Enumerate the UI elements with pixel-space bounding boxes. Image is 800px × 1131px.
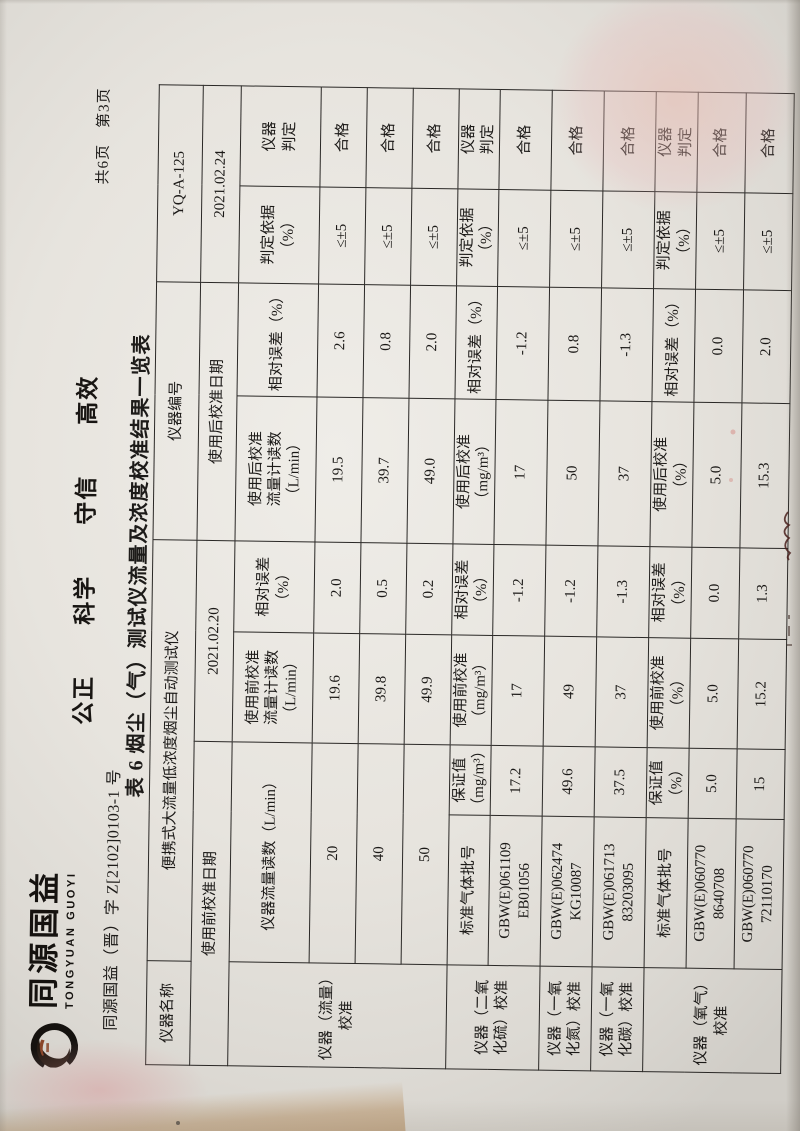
section-label-so2: 仪器（二氧 化硫）校准: [445, 964, 541, 1071]
instrument-no-value: YQ-A-125: [156, 84, 204, 283]
o2-batch: GBW(E)060770 72110170: [733, 818, 784, 970]
flow-err2: 2.0: [408, 285, 457, 399]
o2-header-batch: 标准气体批号: [644, 817, 688, 969]
o2-err2: 0.0: [693, 289, 744, 403]
flow-judge: 合格: [411, 88, 460, 189]
gas-guarantee: 17.2: [490, 745, 544, 817]
flow-err1: 2.0: [313, 541, 361, 634]
o2-post: 15.3: [739, 402, 790, 549]
flow-reading: 40: [355, 743, 405, 965]
flow-header-pre: 使用前校准 流量计读数 （L/min）: [232, 631, 314, 743]
instrument-no-label: 仪器编号: [152, 281, 201, 541]
gas-post: 17: [494, 399, 549, 546]
gas-header-err2: 相对误差（%）: [454, 285, 498, 400]
o2-err1: 1.3: [738, 547, 788, 640]
flow-basis: ≤±5: [318, 186, 366, 285]
flow-pre: 49.9: [404, 634, 452, 745]
pre-date-label: 使用前校准日期: [189, 741, 233, 1066]
top-edge-shadow: [0, 0, 800, 4]
flow-err1: 0.5: [359, 542, 407, 635]
flow-err2: 0.8: [362, 284, 411, 399]
flow-err2: 2.6: [316, 283, 365, 398]
gas-err2: -1.3: [600, 287, 654, 402]
gas-batch: GBW(E)062474 KG10087: [540, 816, 595, 967]
o2-guarantee: 15: [735, 748, 785, 820]
gas-header-post: 使用后校准 （mg/m³）: [452, 398, 497, 545]
gas-err2: 0.8: [548, 287, 602, 401]
gas-header-guarantee: 保证值 （mg/m³）: [449, 744, 492, 816]
gas-header-batch: 标准气体批号: [447, 814, 491, 966]
o2-header-err1: 相对误差 （%）: [649, 546, 692, 639]
gas-post: 50: [546, 400, 601, 546]
flow-post: 19.5: [314, 396, 363, 543]
flow-basis: ≤±5: [364, 187, 412, 286]
o2-header-guarantee: 保证值 （%）: [646, 747, 689, 819]
gas-header-err1: 相对误差 （%）: [451, 543, 495, 636]
ring-leaf-logo-icon: [27, 1019, 87, 1074]
flow-header-reading: 仪器流量读数（L/min）: [229, 741, 313, 963]
flow-basis: ≤±5: [410, 188, 458, 286]
o2-err2: 2.0: [741, 289, 792, 404]
o2-header-post: 使用后校准 （%）: [650, 401, 694, 548]
flow-judge: 合格: [365, 87, 414, 189]
gas-header-basis: 判定依据 （%）: [456, 188, 500, 287]
flow-header-err2: 相对误差（%）: [236, 282, 319, 397]
section-label-no: 仪器（一氧 化氮）校准: [538, 966, 593, 1071]
gas-pre: 49: [543, 636, 598, 747]
o2-header-err2: 相对误差（%）: [652, 288, 696, 403]
gas-header-pre: 使用前校准 （mg/m³）: [450, 634, 494, 746]
left-edge-shadow: [0, 0, 7, 1131]
flow-pre: 39.8: [358, 633, 406, 745]
gas-err1: -1.3: [597, 545, 651, 638]
section-label-co: 仪器（一氧 化碳）校准: [590, 966, 645, 1072]
scan-blush-top-right: [510, 0, 800, 250]
flow-header-err1: 相对误差 （%）: [233, 540, 315, 633]
bottom-shadow: [0, 1100, 800, 1131]
flow-post: 39.7: [360, 397, 409, 544]
gas-pre: 37: [595, 636, 650, 748]
gas-header-judge: 仪器 判定: [457, 88, 501, 190]
o2-header-pre: 使用前校准 （%）: [647, 637, 691, 749]
logo-name-cn: 同源国益: [25, 868, 63, 1009]
post-date-label: 使用后校准日期: [196, 282, 239, 541]
company-logo: 同源国益 TONGYUAN GUOYI: [25, 868, 89, 1075]
flow-err1: 0.2: [405, 543, 453, 635]
gas-post: 37: [598, 400, 653, 547]
gas-pre: 17: [491, 635, 546, 747]
o2-post: 5.0: [691, 402, 742, 548]
gas-batch: GBW(E)061713 83203095: [592, 816, 647, 968]
o2-guarantee: 5.0: [687, 748, 737, 819]
gas-err1: -1.2: [493, 544, 547, 637]
section-label-flow: 仪器（流量） 校准: [227, 961, 448, 1069]
flow-header-post: 使用后校准 流量计读数 （L/min）: [234, 395, 317, 542]
o2-pre: 5.0: [688, 638, 739, 749]
row-flow-header: 仪器（流量） 校准 仪器流量读数（L/min） 使用前校准 流量计读数 （L/m…: [227, 85, 448, 1069]
gas-guarantee: 37.5: [594, 746, 648, 818]
right-edge-shadow: [786, 0, 800, 1131]
o2-batch: GBW(E)060770 8640708: [685, 818, 736, 969]
o2-pre: 15.2: [736, 638, 787, 750]
flow-judge: 合格: [319, 86, 368, 188]
flow-header-basis: 判定依据 （%）: [238, 185, 320, 284]
o2-err1: 0.0: [690, 547, 740, 639]
gas-guarantee: 49.6: [542, 746, 596, 817]
page-number: 共6页 第3页: [95, 87, 113, 185]
flow-reading: 20: [309, 742, 359, 964]
gas-err2: -1.2: [496, 286, 550, 401]
flow-reading: 50: [401, 744, 451, 965]
instrument-name-value: 便携式大流量低浓度烟尘自动测试仪: [147, 539, 197, 962]
pre-date-value: 2021.02.20: [194, 540, 235, 742]
gas-err1: -1.2: [545, 545, 599, 637]
gas-batch: GBW(E)061109 EB01056: [488, 815, 543, 967]
flow-header-judge: 仪器 判定: [239, 85, 322, 187]
post-date-value: 2021.02.24: [200, 85, 242, 283]
flow-post: 49.0: [406, 398, 455, 544]
section-label-oxygen: 仪器（氧气） 校准: [642, 967, 782, 1074]
flow-pre: 19.6: [312, 632, 360, 744]
